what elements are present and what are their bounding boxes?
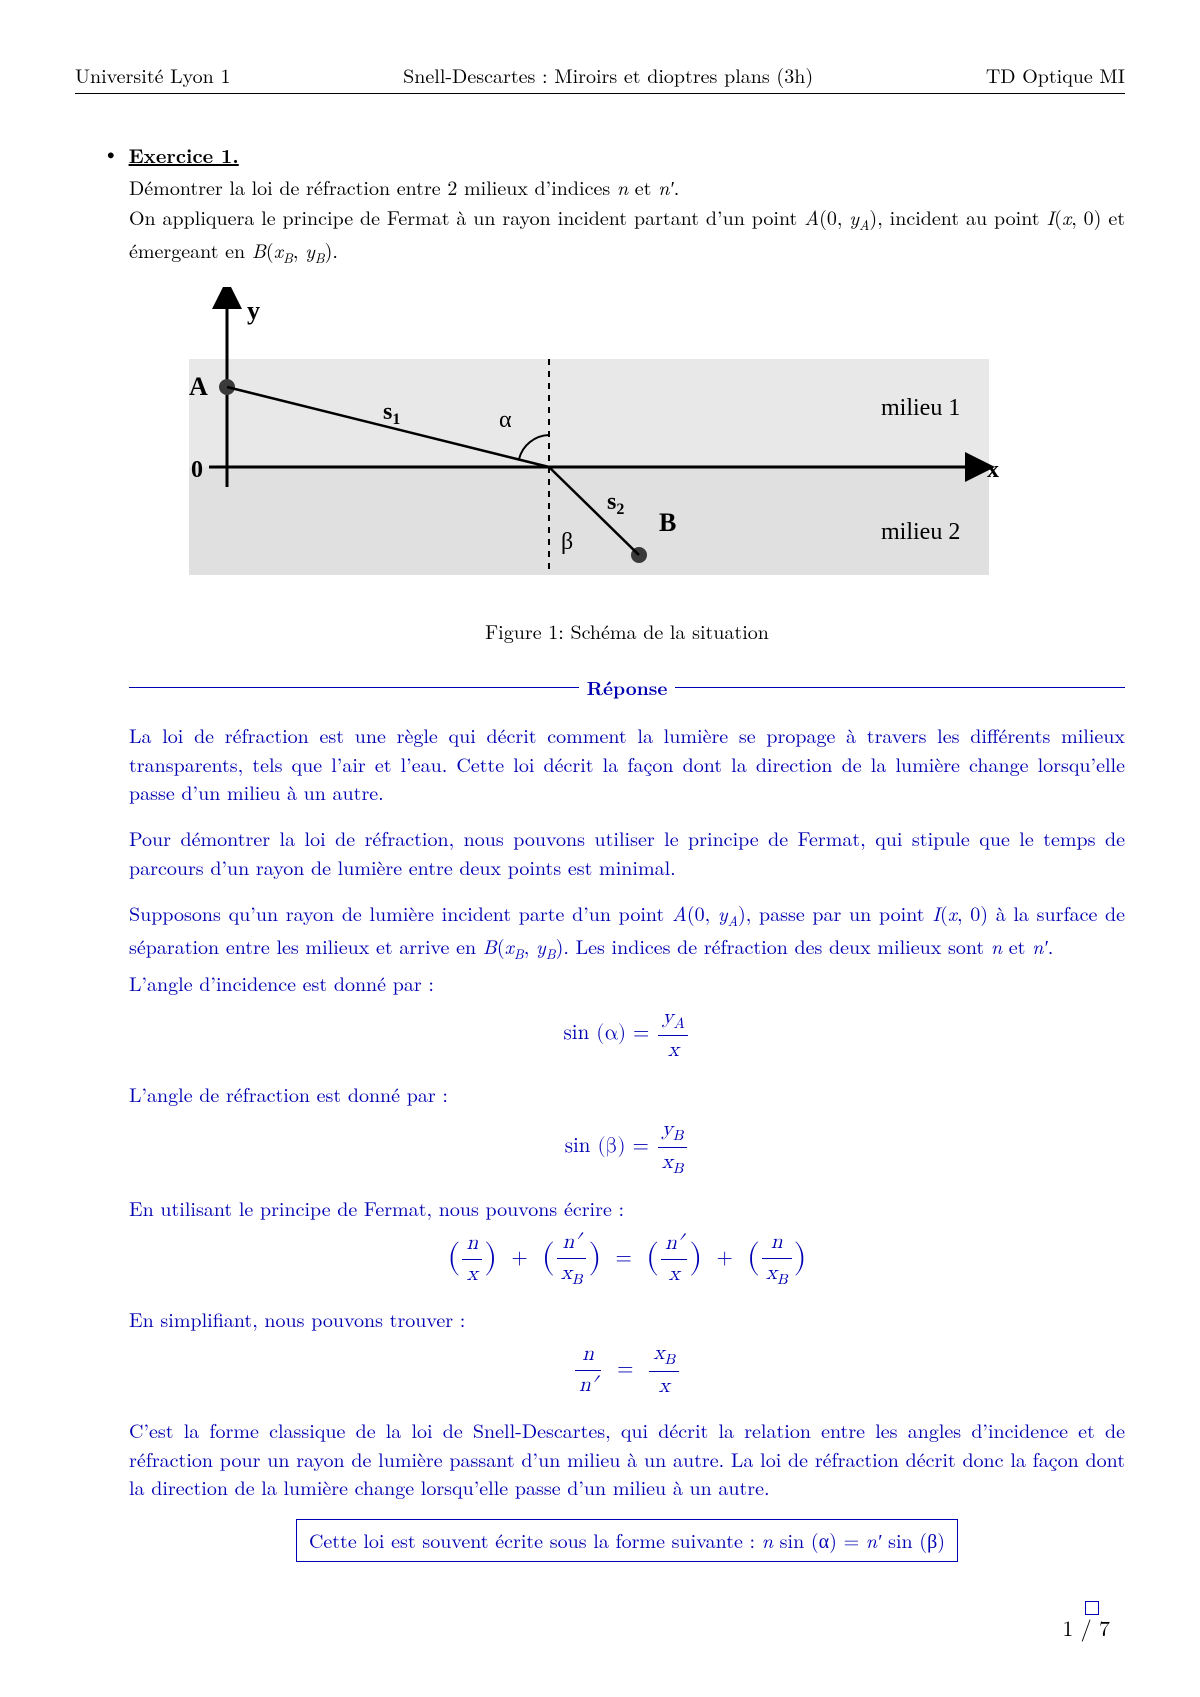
label-x: x	[987, 457, 999, 483]
qed-mark	[129, 1596, 1099, 1622]
page-header: Université Lyon 1 Snell-Descartes : Miro…	[75, 60, 1125, 94]
exercise-line-2: On appliquera le principe de Fermat à un…	[129, 203, 1125, 269]
figure-caption: Figure 1: Schéma de la situation	[129, 616, 1125, 645]
label-origin: 0	[191, 457, 203, 483]
figure-1: y A 0 s1 α s2 B β x milieu 1 milieu 2 Fi…	[129, 287, 1125, 645]
exercise-title: Exercice 1.	[129, 140, 239, 169]
boxed-result: Cette loi est souvent écrite sous la for…	[296, 1519, 958, 1561]
answer-p5: L’angle de réfraction est donné par :	[129, 1080, 1125, 1108]
answer-p1: La loi de réfraction est une règle qui d…	[129, 721, 1125, 806]
divider-line-left	[129, 687, 579, 688]
label-B: B	[659, 508, 676, 537]
answer-body: La loi de réfraction est une règle qui d…	[129, 721, 1125, 1621]
exercise-body: Démontrer la loi de réfraction entre 2 m…	[129, 173, 1125, 269]
label-A: A	[189, 372, 208, 401]
header-center: Snell-Descartes : Miroirs et dioptres pl…	[403, 60, 813, 89]
exercise-heading: • Exercice 1.	[103, 140, 1125, 169]
boxed-result-wrap: Cette loi est souvent écrite sous la for…	[129, 1519, 1125, 1561]
answer-p4: L’angle d’incidence est donné par :	[129, 969, 1125, 997]
eq-sin-alpha: sin (α) = yAx	[129, 1003, 1125, 1066]
answer-p7: En simplifiant, nous pouvons trouver :	[129, 1305, 1125, 1333]
label-beta: β	[561, 529, 573, 555]
eq-sin-beta: sin (β) = yBxB	[129, 1115, 1125, 1180]
label-milieu-1: milieu 1	[881, 395, 960, 421]
page-number: 1 / 7	[1062, 1612, 1110, 1643]
answer-p6: En utilisant le principe de Fermat, nous…	[129, 1194, 1125, 1222]
page: Université Lyon 1 Snell-Descartes : Miro…	[0, 0, 1200, 1697]
label-alpha: α	[499, 407, 512, 433]
reponse-label: Réponse	[579, 673, 676, 701]
reponse-divider: Réponse	[129, 673, 1125, 701]
eq-ratio: nn′ = xBx	[129, 1339, 1125, 1402]
answer-p8: C’est la forme classique de la loi de Sn…	[129, 1416, 1125, 1501]
refraction-diagram: y A 0 s1 α s2 B β x milieu 1 milieu 2	[129, 287, 1009, 597]
answer-p3: Supposons qu’un rayon de lumière inciden…	[129, 899, 1125, 965]
label-milieu-2: milieu 2	[881, 519, 960, 545]
header-left: Université Lyon 1	[75, 60, 230, 89]
divider-line-right	[675, 687, 1125, 688]
content-area: • Exercice 1. Démontrer la loi de réfrac…	[75, 140, 1125, 1621]
exercise-line-1: Démontrer la loi de réfraction entre 2 m…	[129, 173, 1125, 201]
eq-fermat: (nx) + (n′xB) = (n′x) + (nxB)	[129, 1228, 1125, 1291]
label-y: y	[247, 296, 260, 325]
bullet-icon: •	[103, 140, 119, 164]
header-right: TD Optique MI	[986, 60, 1125, 89]
answer-p2: Pour démontrer la loi de réfraction, nou…	[129, 824, 1125, 881]
